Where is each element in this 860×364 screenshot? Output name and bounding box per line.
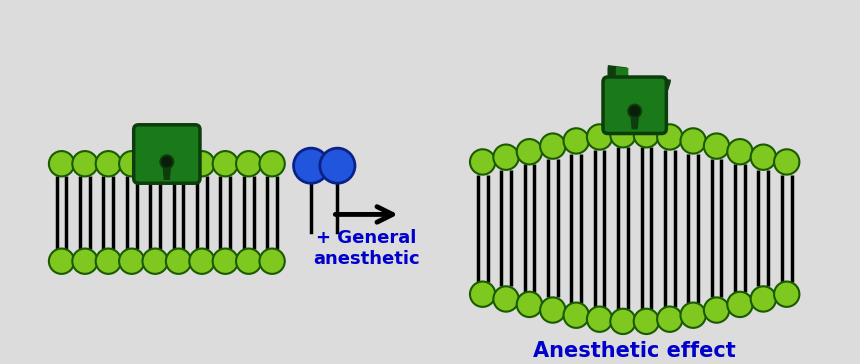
Text: + General
anesthetic: + General anesthetic bbox=[313, 229, 420, 268]
Circle shape bbox=[517, 292, 542, 317]
Circle shape bbox=[189, 249, 215, 274]
Circle shape bbox=[95, 151, 121, 177]
Circle shape bbox=[212, 249, 238, 274]
Circle shape bbox=[517, 139, 542, 165]
Circle shape bbox=[628, 104, 642, 118]
Circle shape bbox=[162, 157, 172, 167]
Polygon shape bbox=[630, 113, 639, 128]
Circle shape bbox=[49, 151, 74, 177]
Circle shape bbox=[540, 297, 566, 323]
Circle shape bbox=[320, 148, 355, 183]
Circle shape bbox=[166, 249, 191, 274]
Circle shape bbox=[634, 122, 659, 147]
Polygon shape bbox=[163, 164, 171, 179]
Circle shape bbox=[143, 151, 168, 177]
Circle shape bbox=[494, 286, 519, 312]
FancyBboxPatch shape bbox=[133, 125, 200, 183]
Circle shape bbox=[95, 249, 121, 274]
Circle shape bbox=[703, 297, 729, 323]
Circle shape bbox=[728, 139, 752, 165]
Circle shape bbox=[160, 155, 174, 169]
Circle shape bbox=[774, 149, 800, 175]
Circle shape bbox=[119, 249, 144, 274]
Circle shape bbox=[587, 306, 612, 332]
Circle shape bbox=[119, 151, 144, 177]
Text: Anesthetic effect: Anesthetic effect bbox=[533, 341, 736, 361]
Circle shape bbox=[563, 128, 589, 154]
Circle shape bbox=[540, 134, 566, 159]
Circle shape bbox=[212, 151, 238, 177]
Circle shape bbox=[751, 286, 776, 312]
Circle shape bbox=[657, 124, 683, 150]
Circle shape bbox=[751, 145, 776, 170]
Circle shape bbox=[49, 249, 74, 274]
Circle shape bbox=[563, 302, 589, 328]
Circle shape bbox=[166, 151, 191, 177]
Circle shape bbox=[470, 281, 495, 307]
Circle shape bbox=[680, 302, 706, 328]
Circle shape bbox=[293, 148, 329, 183]
Circle shape bbox=[236, 151, 261, 177]
Circle shape bbox=[657, 306, 683, 332]
Circle shape bbox=[72, 151, 98, 177]
Circle shape bbox=[236, 249, 261, 274]
Circle shape bbox=[72, 249, 98, 274]
Circle shape bbox=[260, 151, 285, 177]
Circle shape bbox=[470, 149, 495, 175]
Circle shape bbox=[774, 281, 800, 307]
Circle shape bbox=[260, 249, 285, 274]
Circle shape bbox=[611, 309, 636, 334]
Circle shape bbox=[634, 309, 659, 334]
Circle shape bbox=[703, 134, 729, 159]
Circle shape bbox=[143, 249, 168, 274]
Circle shape bbox=[189, 151, 215, 177]
Circle shape bbox=[494, 145, 519, 170]
Circle shape bbox=[587, 124, 612, 150]
Circle shape bbox=[611, 122, 636, 147]
Circle shape bbox=[680, 128, 706, 154]
Circle shape bbox=[630, 106, 640, 116]
FancyBboxPatch shape bbox=[603, 77, 667, 134]
Circle shape bbox=[728, 292, 752, 317]
